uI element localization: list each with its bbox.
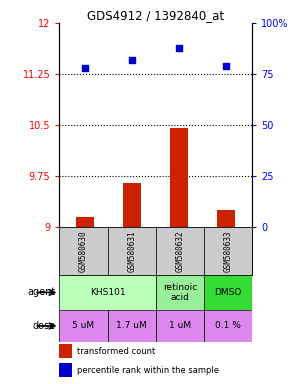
Bar bbox=[76, 217, 94, 227]
Title: GDS4912 / 1392840_at: GDS4912 / 1392840_at bbox=[87, 9, 224, 22]
Point bbox=[130, 57, 135, 63]
Bar bbox=[218, 210, 235, 227]
Text: dose: dose bbox=[32, 321, 56, 331]
Bar bbox=[204, 310, 252, 342]
Bar bbox=[204, 275, 252, 310]
Bar bbox=[204, 227, 252, 275]
Text: GSM580633: GSM580633 bbox=[224, 230, 233, 272]
Text: GSM580631: GSM580631 bbox=[127, 230, 136, 272]
Text: GSM580632: GSM580632 bbox=[175, 230, 184, 272]
Text: DMSO: DMSO bbox=[215, 288, 242, 297]
Point bbox=[83, 65, 88, 71]
Text: GSM580630: GSM580630 bbox=[79, 230, 88, 272]
Bar bbox=[59, 227, 108, 275]
Bar bbox=[156, 275, 204, 310]
Text: 5 uM: 5 uM bbox=[72, 321, 95, 331]
Text: percentile rank within the sample: percentile rank within the sample bbox=[77, 366, 219, 375]
Bar bbox=[156, 227, 204, 275]
Point bbox=[224, 63, 229, 69]
Bar bbox=[59, 363, 72, 377]
Point bbox=[177, 45, 182, 51]
Text: 1 uM: 1 uM bbox=[169, 321, 191, 331]
Bar bbox=[59, 310, 108, 342]
Bar bbox=[171, 129, 188, 227]
Text: 0.1 %: 0.1 % bbox=[215, 321, 241, 331]
Text: KHS101: KHS101 bbox=[90, 288, 126, 297]
Bar bbox=[124, 183, 141, 227]
Bar bbox=[108, 227, 156, 275]
Bar bbox=[59, 275, 156, 310]
Text: 1.7 uM: 1.7 uM bbox=[116, 321, 147, 331]
Bar bbox=[108, 310, 156, 342]
Text: agent: agent bbox=[27, 288, 56, 298]
Bar bbox=[156, 310, 204, 342]
Bar bbox=[59, 344, 72, 358]
Text: retinoic
acid: retinoic acid bbox=[163, 283, 197, 302]
Text: transformed count: transformed count bbox=[77, 347, 155, 356]
